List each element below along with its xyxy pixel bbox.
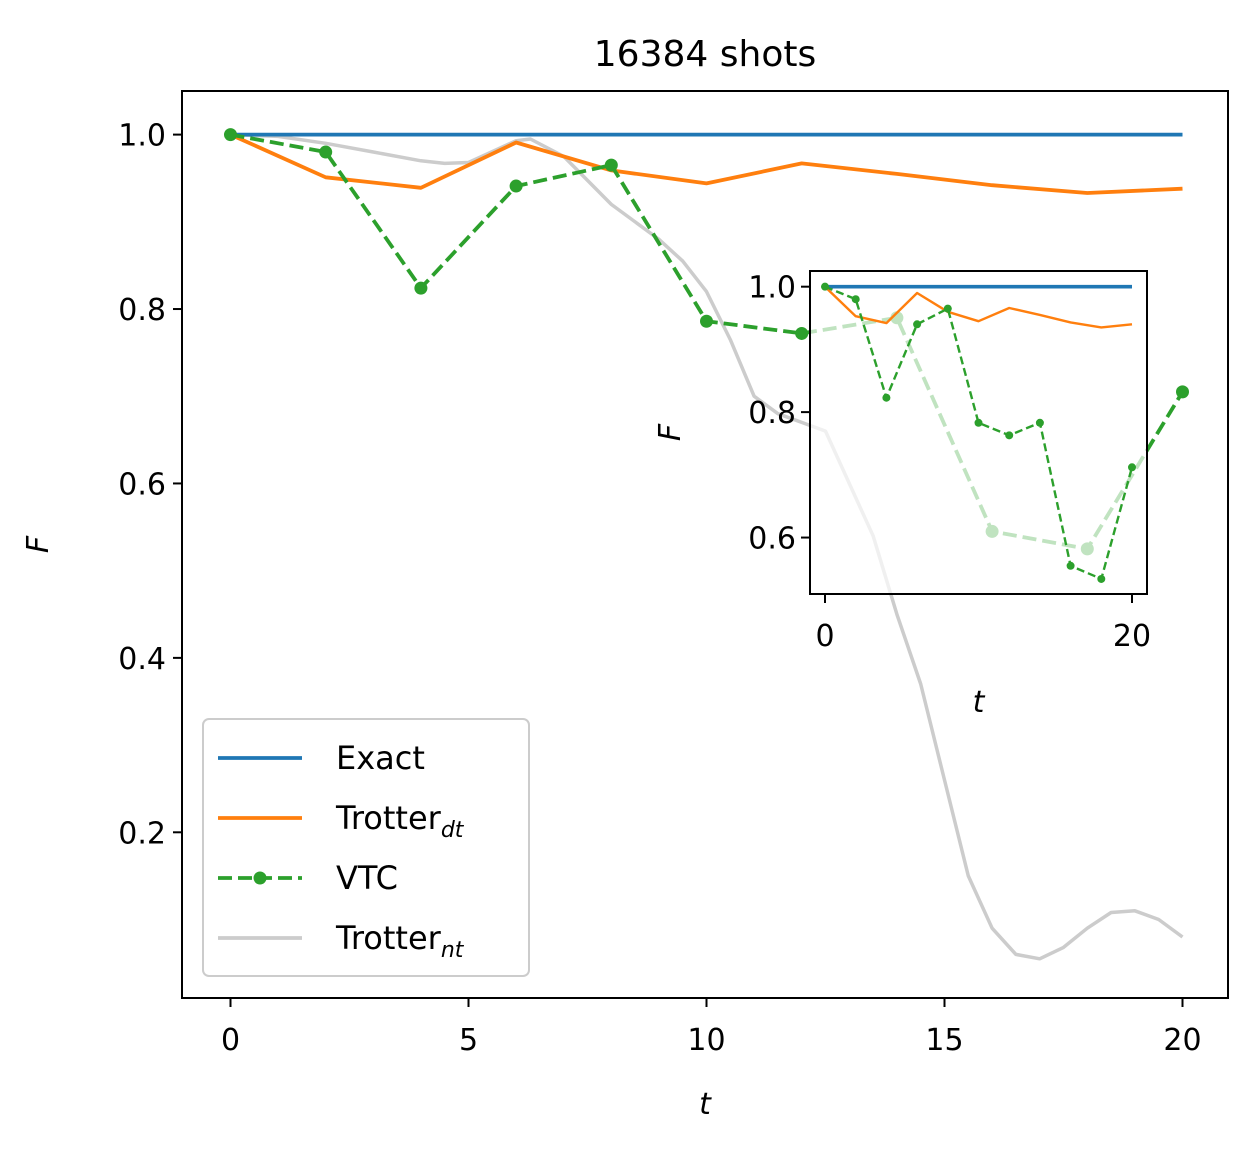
inset-background [810,271,1147,594]
legend-label-text: VTC [336,859,398,897]
x-axis-label: t [699,1087,712,1122]
inset-plot: 0 20 0.6 0.8 1.0 t F [653,270,1151,720]
inset-vtc-point [882,393,891,402]
inset-vtc-point [1097,574,1106,583]
inset-vtc-point [1035,418,1044,427]
inset-series-trotter-dt-line [824,285,1133,329]
inset-vtc-point [821,282,829,291]
x-tick-label: 20 [1163,1023,1201,1058]
inset-vtc-point [974,418,983,427]
legend-label-vtc: VTC [336,859,398,897]
inset-y-tick-label: 0.6 [748,522,796,557]
x-tick-label: 0 [221,1023,240,1058]
vtc-point [700,314,713,328]
inset-series-group [821,282,1136,583]
inset-vtc-point [913,320,922,329]
legend-label-subscript: nt [441,938,465,963]
inset-vtc-point [943,304,952,313]
inset-x-tick-label: 0 [815,619,834,654]
y-tick-label: 0.2 [118,816,166,851]
vtc-point [319,145,333,159]
x-tick-label: 15 [925,1023,963,1058]
y-axis-label: F [21,535,56,553]
legend-marker-vtc [253,871,267,885]
vtc-point [414,281,428,295]
vtc-point [224,128,237,142]
chart-title: 16384 shots [594,34,816,75]
legend-label-trotter_nt: Trotternt [335,919,465,963]
inset-y-axis-label: F [653,423,688,441]
inset-x-axis-label: t [973,685,986,720]
legend-label-exact: Exact [336,739,425,777]
y-tick-label: 0.8 [118,293,166,328]
legend-label-subscript: dt [441,818,465,843]
vtc-point [604,158,618,172]
y-tick-label: 1.0 [118,119,166,154]
legend-label-text: Trotter [335,919,442,957]
inset-vtc-point [851,295,860,304]
x-tick-label: 5 [459,1023,478,1058]
inset-x-tick-label: 20 [1113,619,1151,654]
vtc-point [509,179,523,193]
inset-axes-frame [809,270,1148,595]
inset-vtc-point [1066,561,1075,570]
legend-label-text: Exact [336,739,425,777]
y-tick-label: 0.6 [118,467,166,502]
y-tick-label: 0.4 [118,642,166,677]
legend-label-trotter_dt: Trotterdt [335,799,465,843]
vtc-point [1176,385,1189,399]
series-trotter-nt-line [230,132,1184,961]
x-tick-label: 10 [687,1023,725,1058]
inset-y-tick-label: 1.0 [748,271,796,306]
main-axes-frame [181,90,1229,999]
inset-vtc-point [1128,463,1136,472]
vtc-point [795,326,809,340]
legend-label-text: Trotter [335,799,442,837]
inset-y-tick-label: 0.8 [748,396,796,431]
inset-vtc-point [1005,431,1014,440]
series-trotter-dt-line [229,132,1183,195]
legend-box [202,718,530,977]
inset-series-vtc-line [824,285,1134,581]
